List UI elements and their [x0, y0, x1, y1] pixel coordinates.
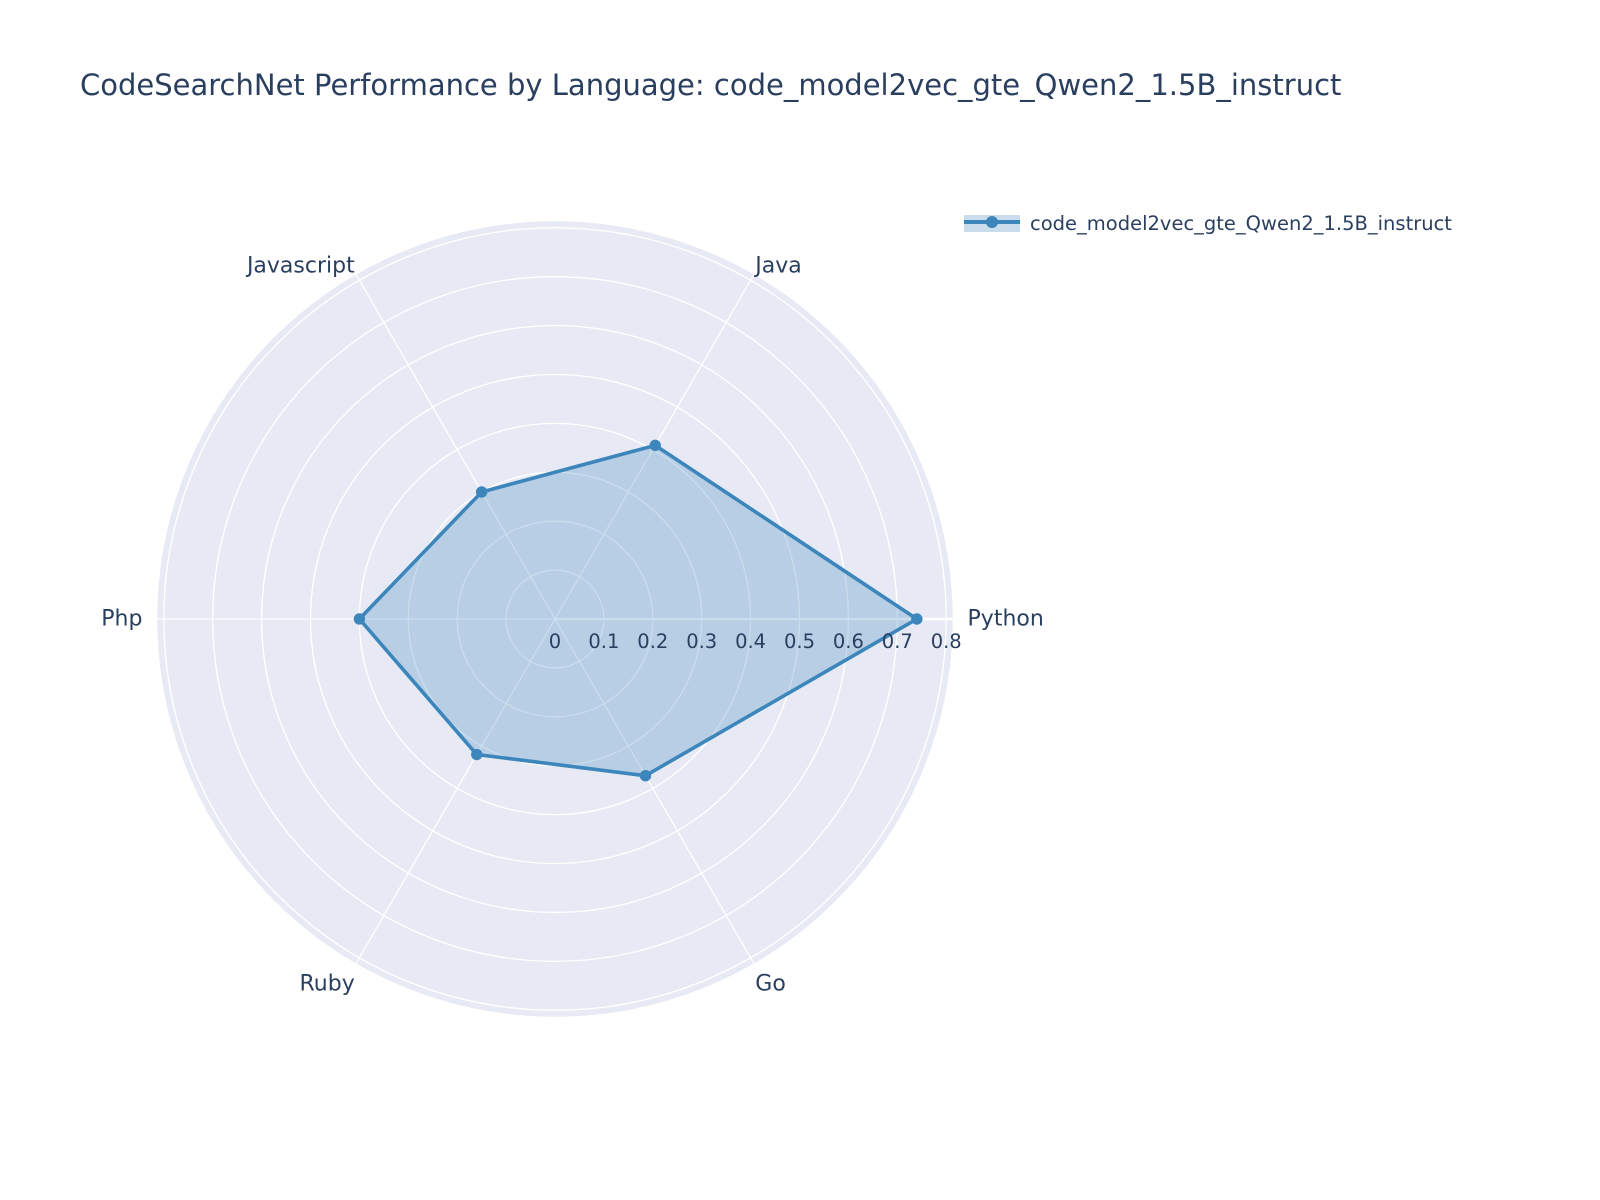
data-point-python[interactable] — [911, 613, 923, 625]
radial-tick-label: 0.5 — [784, 630, 815, 653]
angular-spoke — [355, 273, 556, 620]
category-label-ruby: Ruby — [299, 972, 354, 997]
radial-tick-label: 0.1 — [588, 630, 619, 653]
data-point-java[interactable] — [649, 439, 661, 452]
legend: code_model2vec_gte_Qwen2_1.5B_instruct — [964, 212, 1452, 235]
category-label-go: Go — [755, 972, 786, 997]
legend-item[interactable]: code_model2vec_gte_Qwen2_1.5B_instruct — [964, 212, 1452, 235]
radial-tick-label: 0 — [549, 630, 561, 653]
data-point-javascript[interactable] — [475, 486, 488, 498]
legend-marker-icon — [986, 216, 998, 228]
radial-tick-label: 0.4 — [735, 630, 766, 653]
data-point-ruby[interactable] — [471, 748, 483, 761]
angular-spoke — [355, 618, 556, 965]
angular-spoke — [554, 618, 755, 965]
radial-tick-label: 0.2 — [637, 630, 668, 653]
category-label-javascript: Javascript — [245, 253, 355, 278]
category-label-php: Php — [101, 607, 142, 632]
radial-tick-label: 0.8 — [931, 630, 962, 653]
data-point-php[interactable] — [353, 613, 366, 625]
category-label-java: Java — [753, 253, 801, 278]
legend-series-label: code_model2vec_gte_Qwen2_1.5B_instruct — [1030, 212, 1452, 235]
legend-swatch-icon — [964, 215, 1020, 232]
polar-boundary — [155, 219, 955, 1019]
radial-tick-label: 0.3 — [686, 630, 717, 653]
radial-tick-label: 0.7 — [882, 630, 913, 653]
data-point-go[interactable] — [639, 769, 652, 782]
chart-title: CodeSearchNet Performance by Language: c… — [80, 68, 1342, 102]
category-label-python: Python — [968, 607, 1044, 632]
radial-tick-label: 0.6 — [833, 630, 864, 653]
